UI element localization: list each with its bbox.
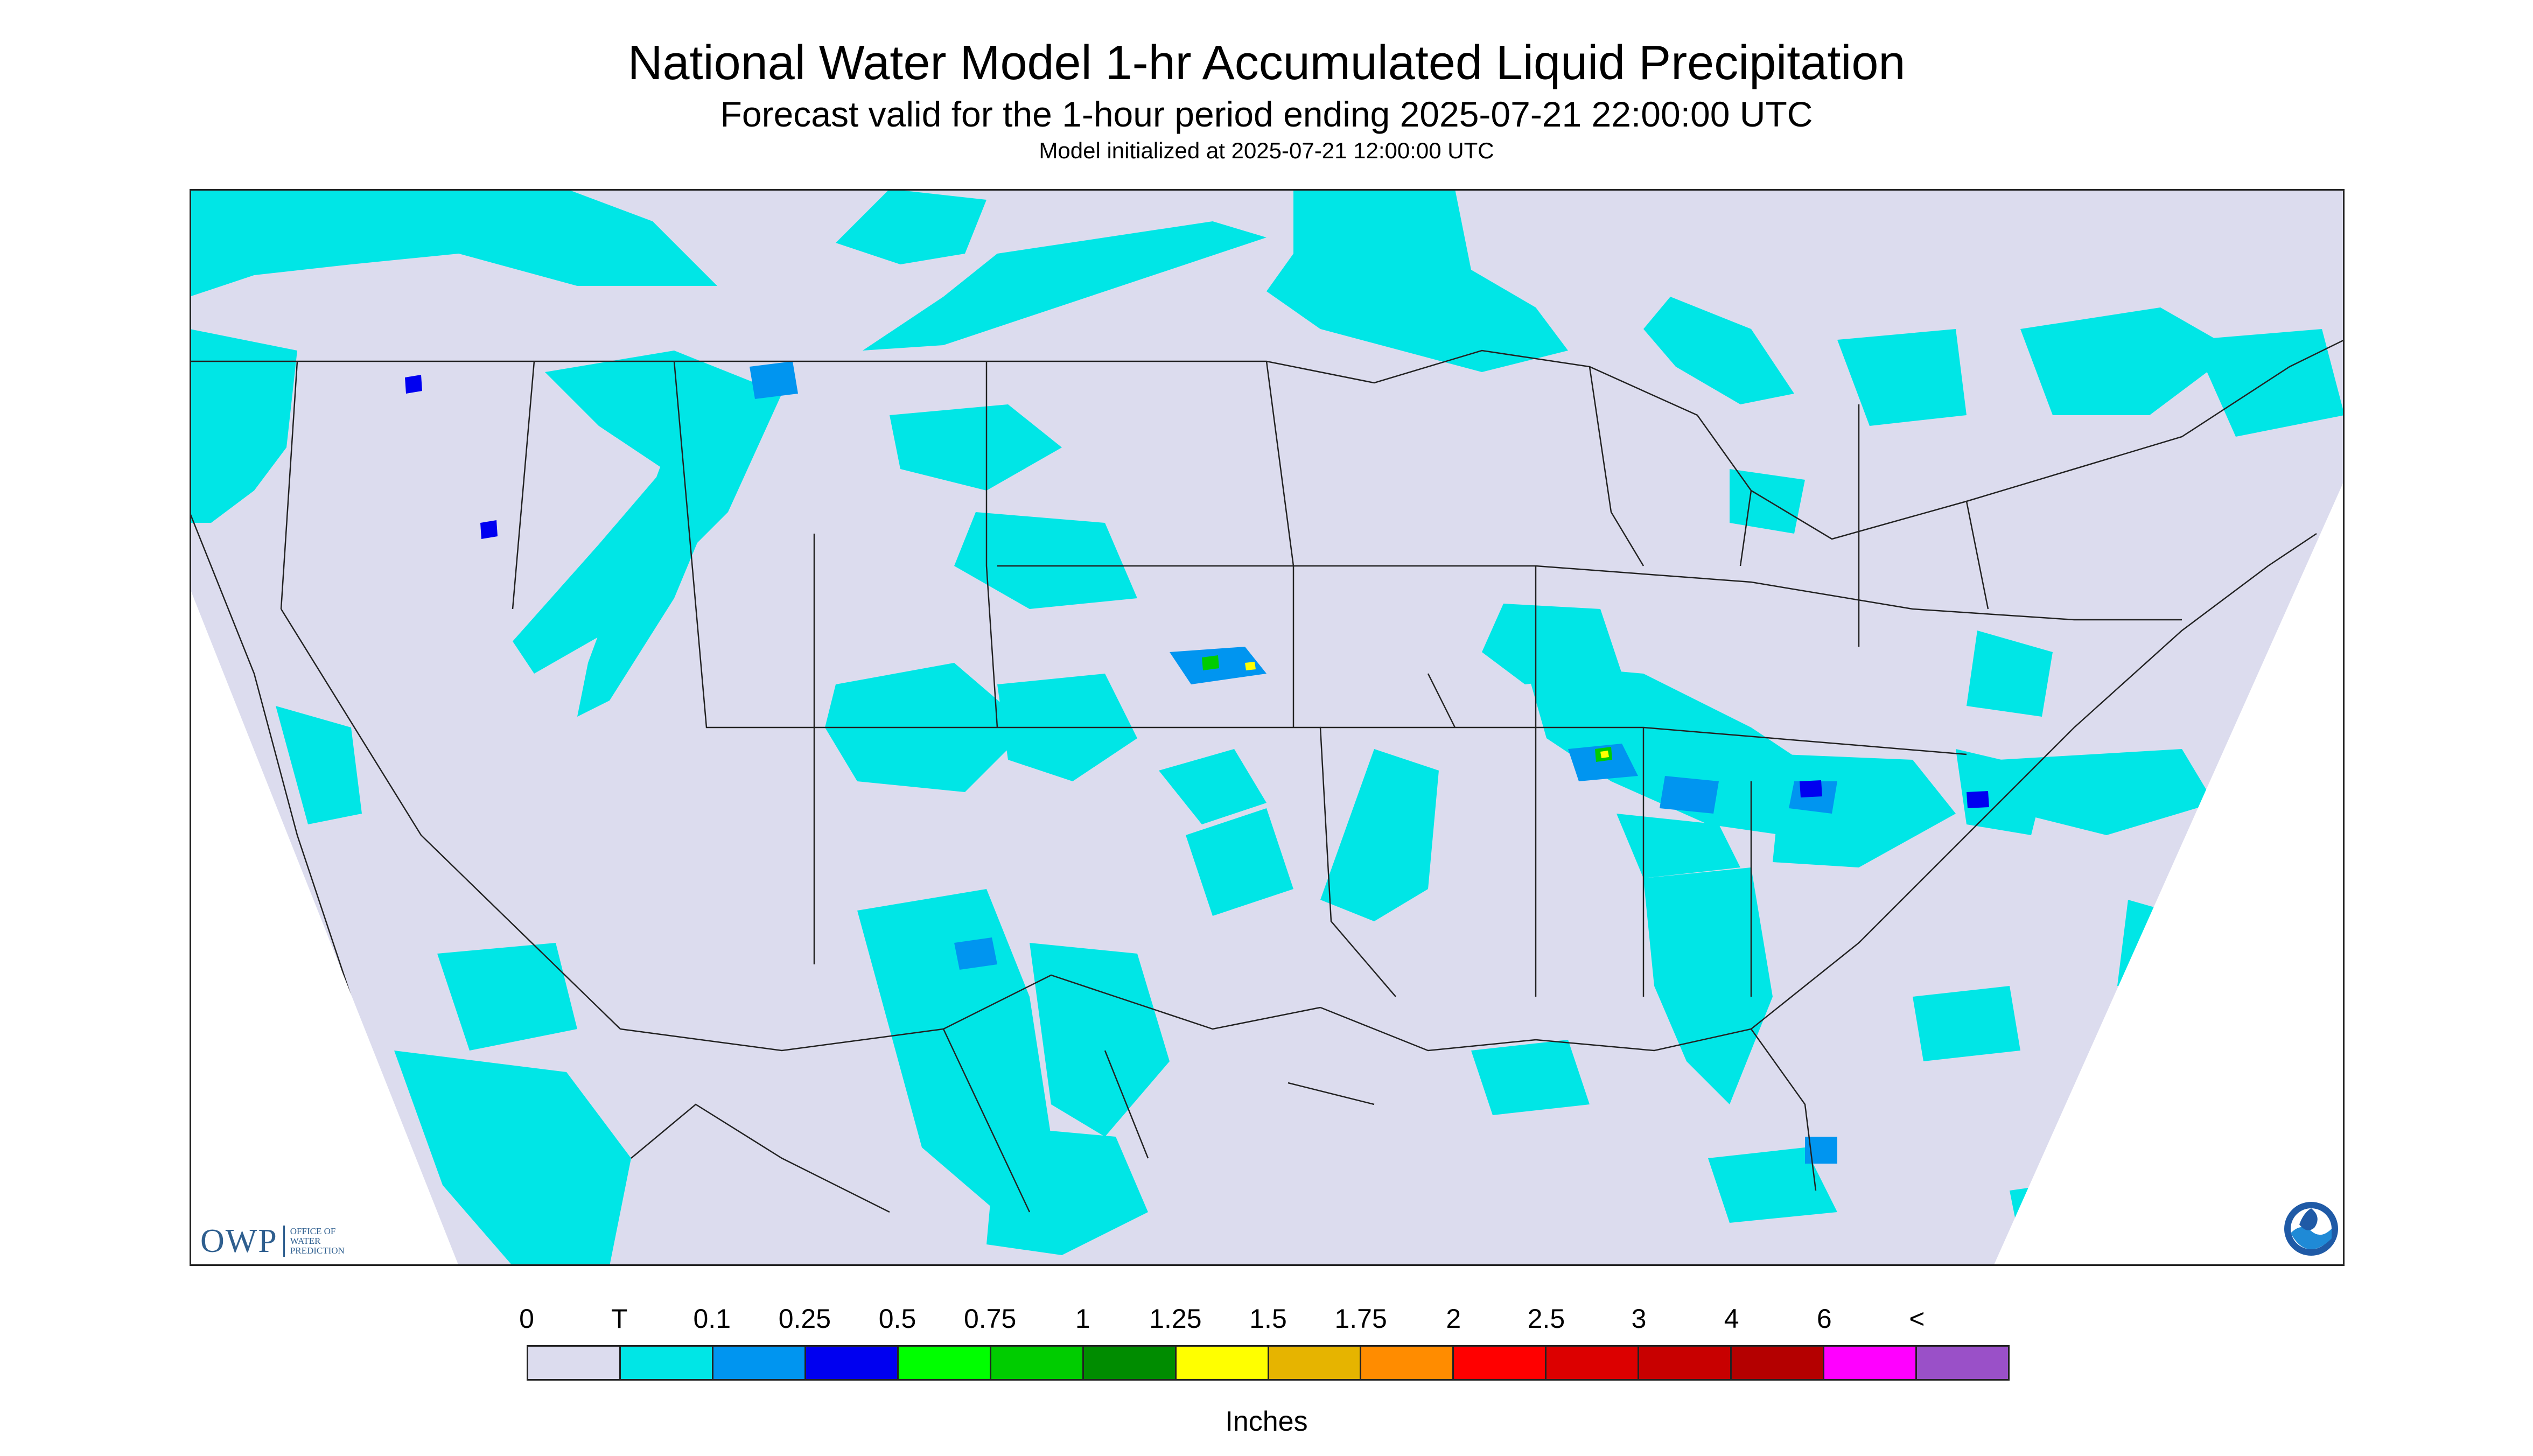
map-title: National Water Model 1-hr Accumulated Li…	[627, 36, 1906, 90]
legend-swatch	[1917, 1347, 2008, 1379]
legend-swatch	[991, 1347, 1084, 1379]
legend-swatch	[528, 1347, 621, 1379]
legend-swatch	[806, 1347, 899, 1379]
legend-swatch	[1361, 1347, 1454, 1379]
legend-tick-label: 1.25	[1149, 1304, 1202, 1334]
legend: 0 T 0.1 0.25 0.5 0.75 1 1.25 1.5 1.75 2 2.5 3 4 6 <	[519, 1303, 2010, 1389]
legend-tick-label: 3	[1631, 1304, 1647, 1334]
legend-swatch	[1269, 1347, 1362, 1379]
legend-tick-label: T	[611, 1304, 628, 1334]
legend-tick-label: <	[1909, 1304, 1925, 1334]
noaa-seal-icon	[2283, 1201, 2339, 1257]
legend-tick-label: 0.1	[693, 1304, 731, 1334]
legend-tick-label: 1	[1075, 1304, 1090, 1334]
legend-units: Inches	[1225, 1406, 1308, 1437]
legend-tick-label: 2	[1446, 1304, 1461, 1334]
political-boundaries	[190, 339, 2345, 1213]
legend-tick-label: 2.5	[1527, 1304, 1565, 1334]
legend-swatch	[1732, 1347, 1825, 1379]
legend-tick-label: 1.75	[1334, 1304, 1387, 1334]
legend-swatch	[713, 1347, 806, 1379]
map-subtitle: Forecast valid for the 1-hour period end…	[720, 94, 1813, 134]
legend-swatch	[1824, 1347, 1918, 1379]
legend-tick-label: 0.5	[878, 1304, 916, 1334]
legend-tick-label: 4	[1724, 1304, 1739, 1334]
owp-logo-mark: OWP	[200, 1222, 278, 1259]
domain-mask-left	[190, 189, 459, 1266]
owp-logo: OWP OFFICE OF WATER PREDICTION	[200, 1222, 366, 1260]
map-frame	[190, 189, 2345, 1266]
legend-tick-label: 0.25	[778, 1304, 831, 1334]
legend-swatch	[1176, 1347, 1269, 1379]
owp-logo-divider	[283, 1226, 285, 1257]
legend-swatch	[1547, 1347, 1640, 1379]
legend-tick-label: 6	[1816, 1304, 1832, 1334]
legend-swatch	[898, 1347, 991, 1379]
legend-swatch	[1639, 1347, 1732, 1379]
legend-tick-label: 1.5	[1249, 1304, 1287, 1334]
legend-tick-label: 0.75	[963, 1304, 1017, 1334]
precipitation-map	[190, 189, 2345, 1266]
owp-logo-subtitle: OFFICE OF WATER PREDICTION	[290, 1226, 345, 1256]
model-init-time: Model initialized at 2025-07-21 12:00:00…	[1039, 138, 1494, 163]
legend-color-bar	[527, 1345, 2010, 1381]
legend-tick-label: 0	[519, 1304, 534, 1334]
precip-moderate-cells	[405, 375, 1989, 808]
precip-extreme-cells	[1245, 662, 1609, 758]
legend-swatch	[1083, 1347, 1177, 1379]
legend-swatch	[620, 1347, 713, 1379]
domain-mask-right	[1993, 189, 2345, 1266]
legend-swatch	[1454, 1347, 1547, 1379]
